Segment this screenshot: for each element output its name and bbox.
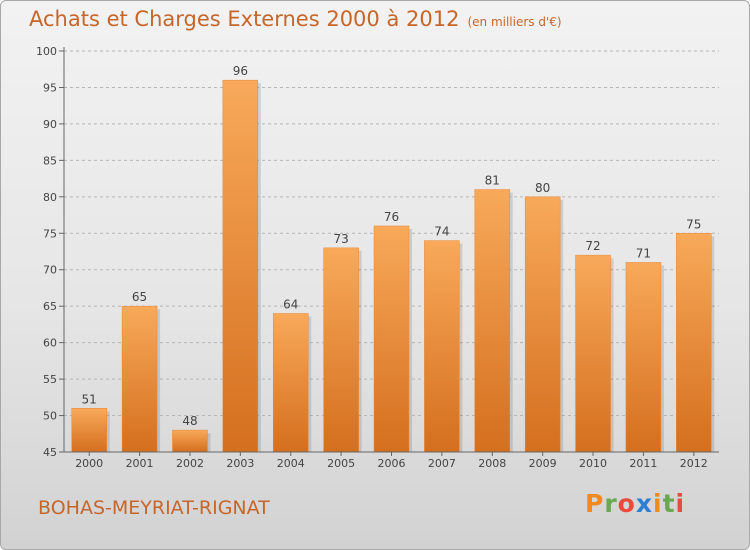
bar [373, 225, 410, 453]
y-tick-label: 90 [43, 118, 57, 131]
bar [676, 233, 712, 453]
y-tick-label: 95 [43, 81, 57, 94]
x-tick-label: 2012 [680, 457, 708, 470]
x-tick-label: 2011 [629, 457, 657, 470]
chart-subtitle: (en milliers d'€) [467, 15, 562, 29]
x-tick-label: 2002 [176, 457, 204, 470]
bar-value-label: 75 [686, 217, 701, 231]
x-tick-label: 2004 [277, 457, 305, 470]
logo-letter: P [585, 489, 605, 518]
x-tick-label: 2010 [579, 457, 607, 470]
proxiti-logo[interactable]: Proxiti [585, 489, 685, 518]
y-axis: 45 50 55 60 65 70 75 80 85 90 95 100 [36, 45, 65, 459]
x-axis: 2000 2001 2002 2003 2004 2005 2006 2007 2008 2009… [64, 451, 719, 470]
x-tick-label: 2003 [226, 457, 254, 470]
bar-value-label: 74 [434, 225, 449, 239]
logo-letter: r [604, 489, 618, 518]
bar [222, 79, 259, 453]
bar [121, 305, 158, 453]
bar-value-label: 76 [384, 210, 399, 224]
bars: 51 65 48 96 64 73 76 74 81 80 72 71 75 [71, 64, 715, 453]
bar [424, 240, 460, 453]
logo-letter: i [653, 489, 663, 518]
logo-letter: o [617, 489, 636, 518]
bar-value-label: 96 [233, 64, 248, 78]
x-tick-label: 2006 [378, 457, 406, 470]
y-tick-label: 80 [43, 191, 57, 204]
y-tick-label: 55 [43, 373, 57, 386]
bar-value-label: 71 [636, 246, 651, 260]
bar-value-label: 81 [485, 174, 500, 188]
bar-value-label: 51 [82, 392, 97, 406]
y-tick-label: 70 [43, 264, 57, 277]
x-tick-label: 2001 [126, 457, 154, 470]
y-tick-label: 85 [43, 154, 57, 167]
bar [272, 313, 309, 453]
chart-title: Achats et Charges Externes 2000 à 2012 (e… [29, 7, 562, 31]
y-tick-label: 45 [43, 446, 57, 459]
bar [323, 247, 359, 453]
bar [575, 254, 611, 453]
bar-value-label: 73 [333, 232, 348, 246]
bar [71, 408, 107, 453]
commune-name: BOHAS-MEYRIAT-RIGNAT [38, 497, 270, 519]
bar [474, 189, 511, 453]
x-tick-label: 2008 [478, 457, 506, 470]
bar-value-label: 48 [182, 414, 197, 428]
y-tick-label: 65 [43, 300, 57, 313]
y-tick-label: 50 [43, 410, 57, 423]
y-tick-label: 60 [43, 337, 57, 350]
y-tick-label: 100 [36, 45, 57, 58]
bar-value-label: 72 [585, 239, 600, 253]
x-tick-label: 2007 [428, 457, 456, 470]
x-tick-label: 2009 [529, 457, 557, 470]
bar [524, 196, 561, 453]
bar [172, 429, 208, 453]
bar-value-label: 65 [132, 290, 147, 304]
logo-letter: i [675, 489, 686, 518]
bar-value-label: 64 [283, 297, 298, 311]
x-tick-label: 2000 [75, 457, 103, 470]
grid-lines [64, 50, 719, 417]
x-tick-label: 2005 [327, 457, 355, 470]
logo-letter: x [635, 489, 653, 518]
bar [625, 262, 662, 453]
bar-value-label: 80 [535, 181, 550, 195]
y-tick-label: 75 [43, 227, 57, 240]
logo-letter: t [662, 489, 676, 518]
chart-title-text: Achats et Charges Externes 2000 à 2012 [29, 7, 460, 31]
